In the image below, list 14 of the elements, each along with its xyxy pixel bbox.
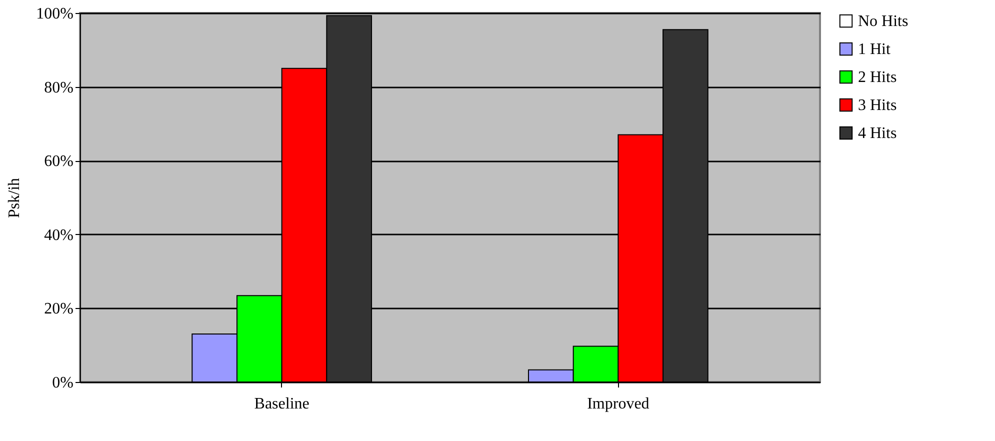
y-tick-label: 60% <box>44 153 74 170</box>
legend-label: 2 Hits <box>858 69 897 86</box>
y-tick-label: 40% <box>44 226 74 244</box>
y-tick-label: 0% <box>52 374 74 392</box>
y-axis-title: Psk/ih <box>6 178 24 218</box>
y-tick-label: 20% <box>44 300 74 318</box>
x-tick-label: Improved <box>587 396 650 412</box>
y-tick-label: 80% <box>44 79 74 96</box>
legend-label: 4 Hits <box>858 125 897 142</box>
y-tick-label: 100% <box>36 6 74 22</box>
legend-label: 1 Hit <box>858 41 891 58</box>
legend-label: 3 Hits <box>858 97 897 114</box>
x-tick-label: Baseline <box>254 396 310 412</box>
legend-label: No Hits <box>858 13 908 30</box>
